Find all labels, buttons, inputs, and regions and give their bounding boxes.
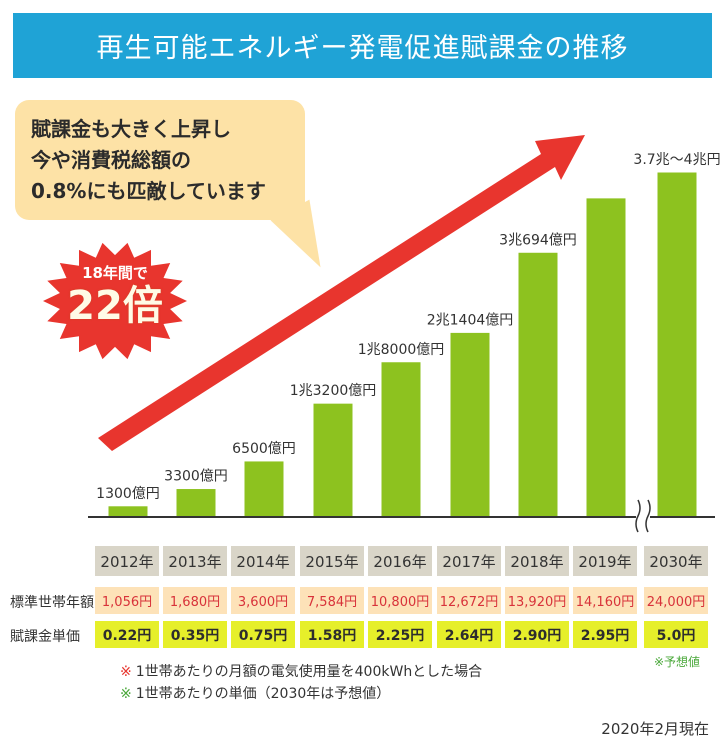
- rising-arrow-icon: [98, 135, 585, 451]
- annual-cost-cell: 1,056円: [95, 587, 159, 614]
- badge-small-text: 18年間で: [82, 264, 148, 282]
- row-label-annual: 標準世帯年額: [10, 595, 94, 611]
- data-label-2017年: 2兆1404億円: [427, 312, 514, 328]
- unit-price-cell: 0.75円: [231, 621, 295, 648]
- annual-cost-cell: 10,800円: [368, 587, 432, 614]
- callout-line-3: 0.8%にも匹敵しています: [31, 179, 266, 203]
- annual-cost-cell: 3,600円: [231, 587, 295, 614]
- data-label-2013年: 3300億円: [164, 469, 228, 485]
- unit-price-cell: 1.58円: [300, 621, 364, 648]
- starburst-badge-icon: [43, 242, 187, 360]
- page-title: 再生可能エネルギー発電促進賦課金の推移: [13, 13, 712, 78]
- data-label-2014年: 6500億円: [232, 441, 296, 457]
- data-label-2015年: 1兆3200億円: [290, 383, 377, 399]
- year-cell: 2015年: [300, 546, 364, 576]
- annual-cost-cell: 24,000円: [644, 587, 708, 614]
- year-cell: 2014年: [231, 546, 295, 576]
- annual-cost-cell: 1,680円: [163, 587, 227, 614]
- year-cell: 2030年: [644, 546, 708, 576]
- unit-price-cell: 2.90円: [505, 621, 569, 648]
- bar-2015年: [312, 402, 354, 518]
- bar-2014年: [243, 460, 285, 518]
- unit-price-cell: 0.22円: [95, 621, 159, 648]
- callout-box: 賦課金も大きく上昇し 今や消費税総額の 0.8%にも匹敵しています: [15, 100, 305, 220]
- data-label-2012年: 1300億円: [96, 486, 160, 502]
- bar-2016年: [380, 361, 422, 518]
- annual-cost-cell: 7,584円: [300, 587, 364, 614]
- year-cell: 2013年: [163, 546, 227, 576]
- data-label-2030年: 3.7兆～4兆円: [633, 152, 720, 168]
- badge-big-text: 22倍: [67, 283, 163, 329]
- unit-price-cell: 0.35円: [163, 621, 227, 648]
- header: 再生可能エネルギー発電促進賦課金の推移: [0, 0, 725, 90]
- bar-2012年: [107, 505, 149, 518]
- bar-2030年: [656, 171, 698, 518]
- bar-2019年: [585, 197, 627, 518]
- note-2-mark: ※: [120, 686, 132, 702]
- annual-cost-cell: 14,160円: [573, 587, 637, 614]
- badge-text: 18年間で 22倍: [35, 262, 195, 329]
- annual-cost-cell: 12,672円: [437, 587, 501, 614]
- bar-2018年: [517, 251, 559, 518]
- data-label-2016年: 1兆8000億円: [358, 342, 445, 358]
- year-cell: 2012年: [95, 546, 159, 576]
- axis-break-icon: [635, 499, 651, 533]
- note-1-mark: ※: [120, 664, 132, 680]
- year-cell: 2018年: [505, 546, 569, 576]
- year-cell: 2017年: [437, 546, 501, 576]
- year-cell: 2019年: [573, 546, 637, 576]
- forecast-mark: ※予想値: [654, 655, 701, 669]
- data-label-2018年: 3兆694億円: [499, 232, 577, 248]
- unit-price-cell: 2.64円: [437, 621, 501, 648]
- note-1: ※ 1世帯あたりの月額の電気使用量を400kWhとした場合: [120, 661, 482, 681]
- annual-cost-cell: 13,920円: [505, 587, 569, 614]
- row-label-unit-price: 賦課金単価: [10, 629, 80, 645]
- unit-price-cell: 5.0円: [644, 621, 708, 648]
- callout-line-2: 今や消費税総額の: [31, 148, 191, 172]
- bar-2013年: [175, 488, 217, 518]
- note-1-text: 1世帯あたりの月額の電気使用量を400kWhとした場合: [135, 664, 483, 680]
- unit-price-cell: 2.25円: [368, 621, 432, 648]
- unit-price-cell: 2.95円: [573, 621, 637, 648]
- as-of-date: 2020年2月現在: [601, 720, 709, 738]
- note-2: ※ 1世帯あたりの単価（2030年は予想値）: [120, 683, 390, 703]
- year-cell: 2016年: [368, 546, 432, 576]
- bar-2017年: [449, 331, 491, 518]
- callout-line-1: 賦課金も大きく上昇し: [31, 117, 231, 141]
- note-2-text: 1世帯あたりの単価（2030年は予想値）: [135, 686, 391, 702]
